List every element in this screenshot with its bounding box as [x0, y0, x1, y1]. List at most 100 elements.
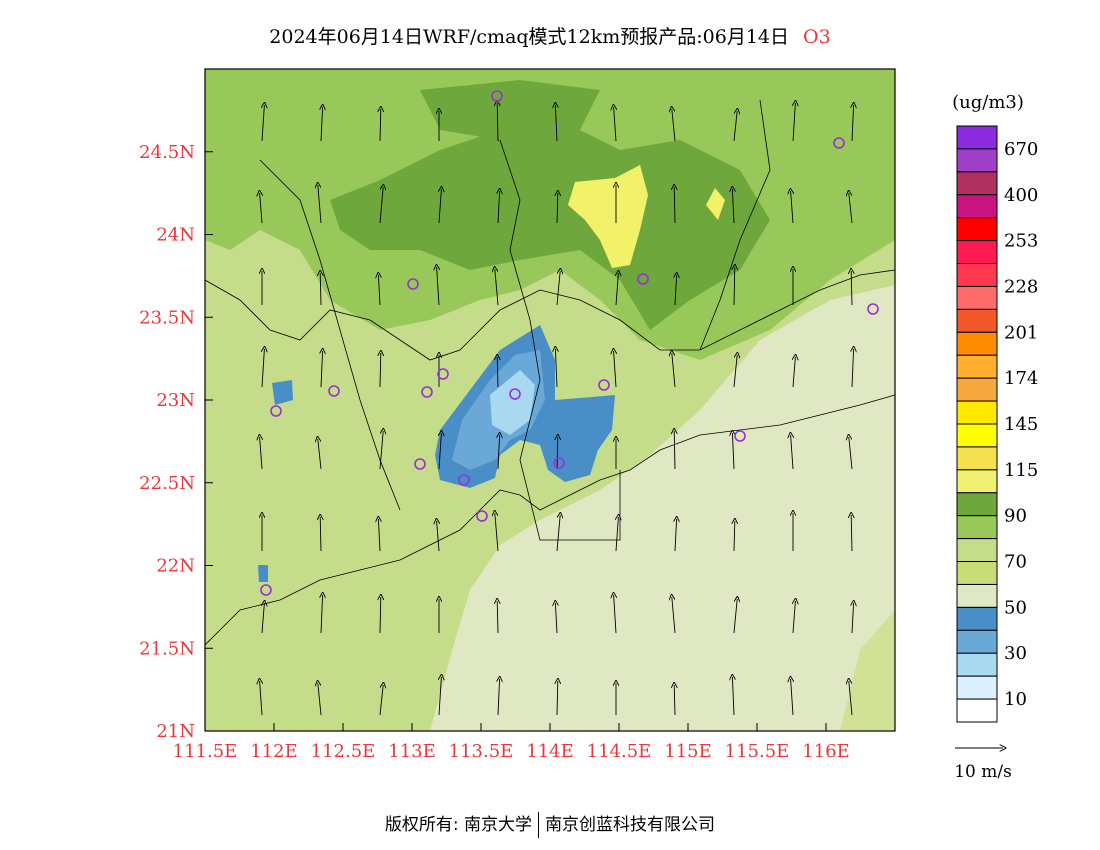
legend-swatch	[956, 308, 998, 333]
low-concentration-patch-west	[272, 380, 293, 405]
wind-arrow	[672, 109, 676, 142]
wind-arrow	[498, 191, 500, 224]
x-tick-label: 111.5E	[173, 741, 238, 762]
legend-unit: (ug/m3)	[952, 92, 1024, 113]
station-marker	[407, 278, 419, 290]
wind-arrow	[791, 679, 793, 716]
wind-arrow	[437, 267, 439, 306]
wind-arrow	[498, 679, 500, 716]
wind-reference-label: 10 m/s	[954, 762, 1012, 782]
wind-arrow	[674, 431, 675, 470]
legend-swatch	[956, 446, 998, 471]
y-tick-label: 21N	[156, 721, 195, 742]
legend-swatch	[956, 171, 998, 196]
wind-arrow	[379, 685, 383, 716]
station-marker	[833, 137, 845, 149]
high-concentration-north	[420, 80, 600, 140]
county-border-east	[699, 99, 771, 351]
y-tick-label: 24.5N	[139, 142, 195, 163]
coastline	[205, 394, 895, 646]
legend-label: 174	[1004, 368, 1038, 389]
legend-swatch	[956, 148, 998, 173]
wind-arrow	[733, 111, 737, 142]
footer: 版权所有: 南京大学 南京创蓝科技有限公司	[0, 810, 1100, 838]
wind-arrow	[379, 431, 383, 470]
station-marker	[476, 510, 488, 522]
county-border-central	[499, 139, 621, 541]
sea-region	[430, 285, 895, 731]
wind-arrow	[734, 521, 735, 552]
station-marker	[734, 430, 746, 442]
wind-arrow	[262, 603, 264, 634]
wind-arrow	[732, 433, 734, 470]
legend-swatch	[956, 515, 998, 540]
wind-arrow	[439, 189, 441, 224]
wind-arrow	[557, 193, 558, 224]
wind-arrow	[851, 515, 852, 552]
station-marker	[270, 405, 282, 417]
legend-swatch	[956, 125, 998, 150]
wind-arrow	[260, 193, 262, 224]
legend-swatch	[956, 561, 998, 585]
wind-arrow	[321, 595, 323, 634]
legend-swatch	[956, 377, 998, 402]
wind-arrow	[675, 519, 677, 552]
station-markers	[260, 90, 879, 596]
legend-swatch	[956, 194, 998, 219]
wind-arrow	[852, 105, 854, 142]
station-marker	[437, 368, 449, 380]
station-marker	[553, 457, 565, 469]
legend-label: 228	[1004, 276, 1038, 297]
wind-arrow	[439, 677, 441, 716]
legend-swatch	[956, 469, 998, 494]
y-tick-label: 22.5N	[139, 473, 195, 494]
y-tick-label: 23.5N	[139, 307, 195, 328]
station-marker	[260, 584, 272, 596]
legend-swatch	[956, 217, 998, 242]
wind-arrow	[439, 433, 441, 470]
wind-arrow	[793, 103, 795, 142]
wind-arrow	[616, 273, 618, 306]
wind-arrow	[614, 351, 616, 388]
legend-label: 70	[1004, 552, 1027, 573]
y-tick-label: 24N	[156, 225, 195, 246]
wind-arrow	[260, 437, 262, 470]
wind-arrow	[733, 599, 737, 634]
wind-arrow	[321, 351, 323, 388]
lowest-concentration-core	[490, 370, 535, 435]
wind-arrow	[497, 357, 498, 388]
station-marker	[414, 458, 426, 470]
wind-arrow	[674, 187, 675, 224]
legend-swatch	[956, 492, 998, 517]
wind-arrow	[616, 517, 618, 552]
wind-arrow	[318, 185, 322, 224]
wind-arrow	[380, 109, 381, 142]
wind-arrow	[555, 349, 557, 388]
title-text: 2024年06月14日WRF/cmaq模式12km预报产品:06月14日	[269, 26, 790, 48]
x-tick-label: 112E	[250, 741, 298, 762]
x-tick-label: 113E	[388, 741, 436, 762]
wind-arrow	[675, 275, 677, 306]
legend-label: 10	[1004, 689, 1027, 710]
wind-arrow	[437, 521, 439, 552]
wind-arrow	[851, 271, 852, 306]
legend-swatch	[956, 698, 998, 723]
wind-arrow	[262, 349, 264, 388]
x-tick-label: 113.5E	[449, 741, 514, 762]
low-concentration-patch-southwest	[258, 565, 268, 582]
wind-arrow	[733, 355, 737, 388]
copyright-text: 版权所有: 南京大学	[384, 815, 533, 835]
wind-arrow	[378, 275, 380, 306]
legend-label: 253	[1004, 231, 1038, 252]
x-tick-label: 115E	[664, 741, 712, 762]
wind-arrow	[321, 107, 323, 142]
legend-swatch	[956, 331, 998, 356]
wind-arrow	[852, 603, 854, 634]
color-legend: 670 400 253 228 201 174 145 115 90 70 50 30 10	[956, 125, 1038, 723]
wind-arrow	[734, 267, 735, 306]
legend-swatch	[956, 675, 998, 700]
high-concentration-region	[330, 120, 770, 330]
wind-arrow	[614, 595, 616, 634]
legend-label: 670	[1004, 139, 1038, 160]
company-text: 南京创蓝科技有限公司	[545, 815, 716, 835]
